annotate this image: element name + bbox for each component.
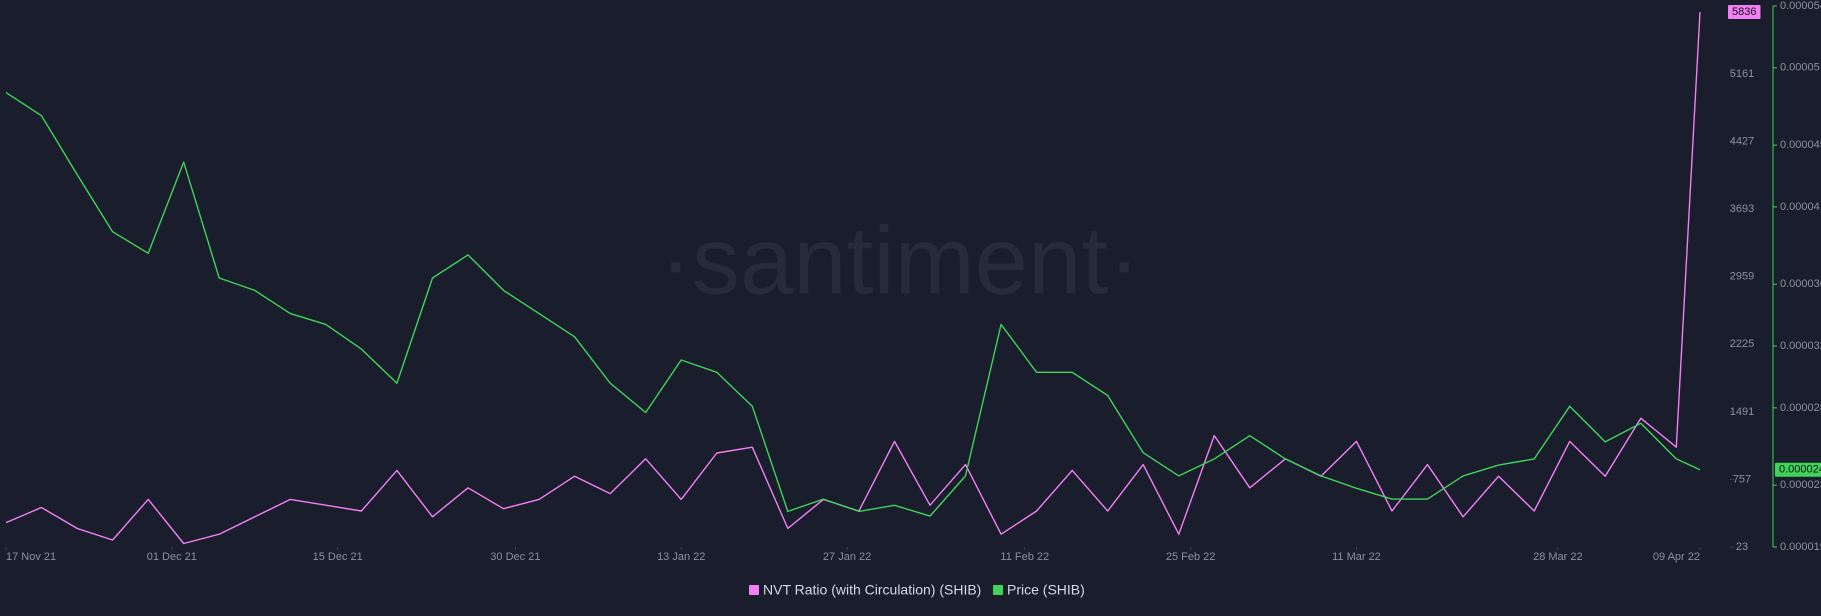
value-badge-box: [1728, 5, 1761, 19]
y2-tick-label: 0.00005: [1780, 62, 1820, 74]
y-tick-label: 757: [1733, 473, 1751, 485]
y2-tick-label: 0.000023: [1780, 479, 1821, 491]
y2-tick-label: 0.000019: [1780, 541, 1821, 553]
legend-label: Price (SHIB): [1007, 582, 1085, 598]
x-tick-label: 25 Feb 22: [1166, 551, 1216, 563]
x-tick-label: 17 Nov 21: [6, 551, 56, 563]
y-tick-label: 23: [1736, 541, 1748, 553]
y-tick-label: 5161: [1730, 68, 1754, 80]
plot-area: [5, 11, 1701, 545]
y-tick-label: 2959: [1730, 271, 1754, 283]
y2-tick-label: 0.000054: [1780, 0, 1821, 12]
x-tick-label: 11 Mar 22: [1332, 551, 1381, 563]
y-tick-label: 2225: [1730, 338, 1754, 350]
x-tick-label: 15 Dec 21: [313, 551, 363, 563]
legend-swatch: [749, 585, 759, 595]
y2-tick-label: 0.000028: [1780, 402, 1821, 414]
value-badge-box: [1775, 462, 1821, 477]
value-badge: 0.000024: [1775, 462, 1821, 477]
value-badge-label: 0.000024: [1779, 464, 1821, 476]
y-tick-label: 1491: [1730, 406, 1754, 418]
series-line: [5, 92, 1701, 517]
value-badge: 5836: [1728, 5, 1761, 19]
x-tick-label: 30 Dec 21: [490, 551, 540, 563]
x-tick-label: 27 Jan 22: [823, 551, 871, 563]
x-tick-label: 28 Mar 22: [1533, 551, 1583, 563]
value-badge-label: 5836: [1732, 6, 1756, 18]
legend-label: NVT Ratio (with Circulation) (SHIB): [763, 582, 981, 598]
y2-tick-label: 0.000036: [1780, 278, 1821, 290]
y2-tick-label: 0.000032: [1780, 340, 1821, 352]
x-tick-label: 09 Apr 22: [1653, 551, 1700, 563]
x-tick-label: 01 Dec 21: [147, 551, 197, 563]
x-tick-label: 11 Feb 22: [1000, 551, 1049, 563]
y2-tick-label: 0.000041: [1780, 201, 1821, 213]
y-tick-label: 3693: [1730, 203, 1754, 215]
y-tick-label: 4427: [1730, 136, 1754, 148]
watermark: ·santiment·: [660, 207, 1140, 314]
legend-swatch: [993, 585, 1003, 595]
y2-tick-label: 0.000045: [1780, 139, 1821, 151]
x-tick-label: 13 Jan 22: [657, 551, 705, 563]
